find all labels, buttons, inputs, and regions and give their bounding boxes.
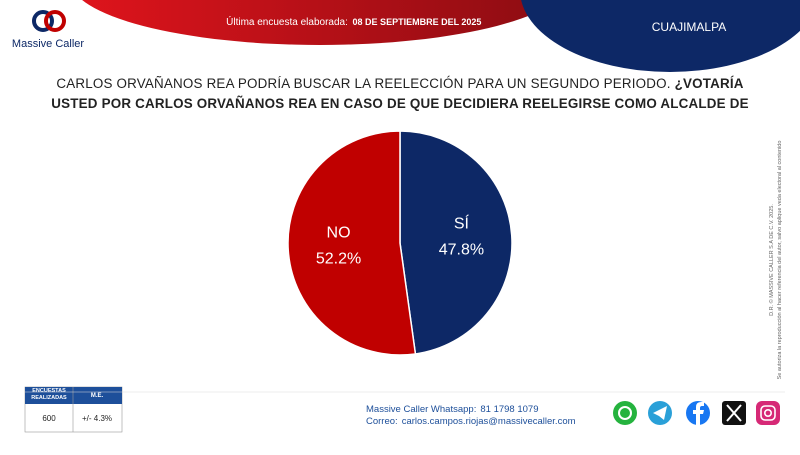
header-band [82,0,558,45]
region: CUAJIMALPA [652,20,726,34]
table-header: ENCUESTAS REALIZADAS [31,388,67,401]
slice-category: NO [327,224,351,241]
whatsapp-label: Massive Caller Whatsapp: [366,404,476,415]
instagram-icon[interactable] [756,401,780,425]
social-icons [613,401,780,425]
whatsapp: Massive Caller Whatsapp: 81 1798 1079 [366,404,538,415]
region-band [521,0,800,72]
stats-table: ENCUESTAS REALIZADAS M.E. 600 +/- 4.3% [24,386,123,433]
question-emphasis: ¿VOTARÍA USTED POR CARLOS ORVAÑANOS REA … [51,76,749,118]
whatsapp-icon[interactable] [613,401,637,425]
logo-text: Massive Caller [12,38,84,50]
table-header: M.E. [91,393,104,399]
slice-category: SÍ [454,214,470,233]
pie-slice [287,130,417,356]
legal-line: D.R. © MASSIVE CALLER S.A DE C.V. 2025. [768,204,775,316]
email-address: carlos.campos.riojas@massivecaller.com [402,416,576,427]
slice-value: 52.2% [316,250,361,267]
logo-mark [32,10,66,32]
slice-value: 47.8% [439,242,484,259]
legal: D.R. © MASSIVE CALLER S.A DE C.V. 2025. … [768,141,783,380]
table-cell: +/- 4.3% [82,414,112,423]
survey-date: 08 DE SEPTIEMBRE DEL 2025 [353,17,482,27]
email-label: Correo: [366,416,398,427]
question-intro: CARLOS ORVAÑANOS REA PODRÍA BUSCAR LA RE… [56,76,671,91]
legal-line: Se autoriza la reproducción al hacer ref… [777,141,783,380]
table-cell: 600 [42,414,56,423]
survey-label: Última encuesta elaborada: [226,15,348,28]
pie-chart: SÍ 47.8% NO 52.2% [287,130,513,356]
whatsapp-number: 81 1798 1079 [480,404,538,415]
question-box: CARLOS ORVAÑANOS REA PODRÍA BUSCAR LA RE… [40,74,760,118]
question: CARLOS ORVAÑANOS REA PODRÍA BUSCAR LA RE… [40,74,760,118]
pie-slice [399,130,513,355]
email: Correo: carlos.campos.riojas@massivecalle… [366,416,576,427]
